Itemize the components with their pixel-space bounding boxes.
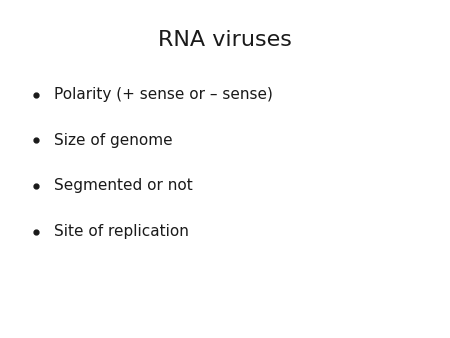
Text: Size of genome: Size of genome — [54, 133, 173, 148]
Text: Polarity (+ sense or – sense): Polarity (+ sense or – sense) — [54, 87, 273, 102]
Text: RNA viruses: RNA viruses — [158, 30, 292, 50]
Text: Site of replication: Site of replication — [54, 224, 189, 239]
Text: Segmented or not: Segmented or not — [54, 178, 193, 193]
